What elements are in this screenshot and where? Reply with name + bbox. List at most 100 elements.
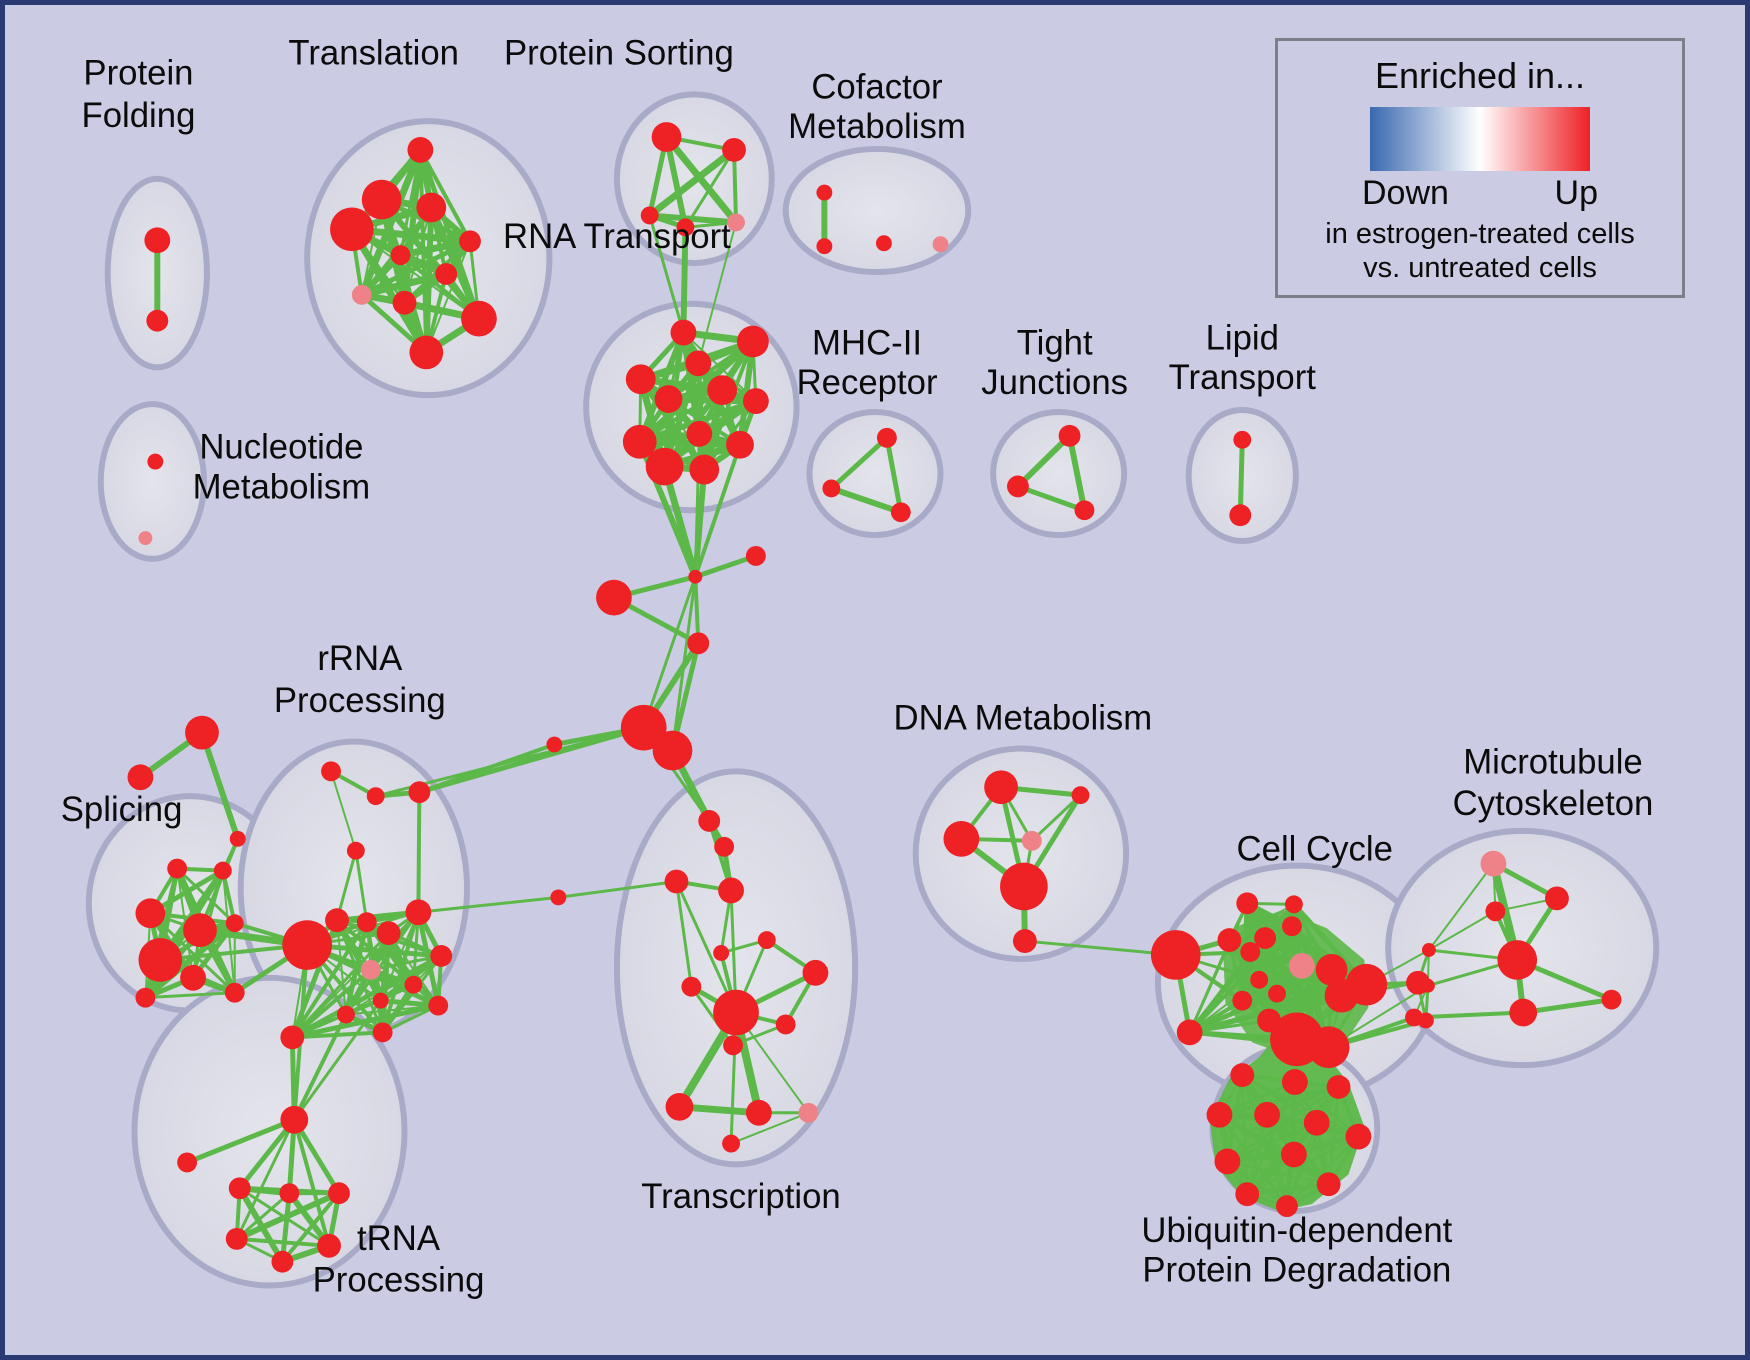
- gene-set-node-nu0: [147, 453, 164, 470]
- edge-ub2-ub10: [1327, 1085, 1341, 1186]
- gene-set-node-tx5: [757, 931, 776, 950]
- legend-up-label: Up: [1554, 174, 1598, 212]
- cluster-label-protein-folding-line1: Protein: [83, 54, 193, 92]
- gene-set-node-ps1: [722, 138, 746, 162]
- edge-ub0-ub10: [1240, 1073, 1331, 1187]
- cluster-label-tight-junctions-line1: Tight: [1017, 324, 1093, 362]
- edge-rr6-rr16: [290, 920, 369, 1040]
- edge-tn3-tn7: [279, 1190, 292, 1265]
- gene-set-node-r7: [686, 420, 713, 447]
- gene-set-node-ub8: [1280, 1141, 1307, 1168]
- gene-set-node-s4: [180, 964, 206, 991]
- edge-ps1-ps4: [732, 147, 739, 225]
- edge-rr8-rr14: [380, 910, 421, 1035]
- edge-r10-c0: [661, 463, 699, 581]
- gene-set-node-cc4: [1288, 952, 1315, 979]
- gene-set-node-ub1: [1281, 1069, 1308, 1095]
- edge-ub6-ub11: [1285, 1135, 1360, 1208]
- legend-down-label: Down: [1362, 174, 1449, 212]
- edge-ub3-ub6: [1218, 1113, 1360, 1138]
- edge-c0-c1: [692, 553, 759, 580]
- gene-set-node-tx9: [775, 1014, 796, 1035]
- gene-set-node-co3: [932, 236, 949, 253]
- gene-set-node-tx2: [664, 869, 689, 894]
- edge-tn0-tn6: [292, 1117, 332, 1248]
- gene-set-node-tx4: [713, 945, 730, 961]
- gene-set-node-dn1: [1071, 786, 1090, 805]
- gene-set-node-tn0: [280, 1105, 309, 1134]
- gene-set-node-cc5: [1315, 953, 1348, 986]
- cluster-ellipse-tight-junctions: [990, 409, 1128, 539]
- legend-gradient-bar: [1370, 107, 1590, 171]
- legend-title: Enriched in...: [1374, 55, 1586, 96]
- cluster-label-rrna-processing-line2: Processing: [274, 682, 446, 720]
- edge-ps0-ps3: [663, 134, 689, 231]
- gene-set-node-tr10: [409, 335, 444, 370]
- cluster-label-protein-folding-line2: Folding: [81, 97, 195, 135]
- edge-rr9-rr10: [369, 954, 443, 972]
- cluster-label-translation-line1: Translation: [288, 35, 459, 73]
- gene-set-node-rr15: [336, 1005, 355, 1024]
- gene-set-node-dn5: [1012, 929, 1037, 953]
- gene-set-node-tx13: [798, 1102, 819, 1123]
- gene-set-node-tx12: [745, 1099, 772, 1126]
- gene-set-node-ub10: [1316, 1172, 1341, 1197]
- edge-tr0-tr4: [418, 147, 472, 244]
- gene-set-node-m1: [822, 479, 841, 498]
- gene-set-node-mc5: [1601, 989, 1622, 1010]
- gene-set-node-ps4: [727, 213, 745, 232]
- gene-set-node-mk2: [1420, 978, 1435, 993]
- gene-set-node-c3: [687, 632, 710, 655]
- gene-set-node-r5: [654, 385, 683, 413]
- cluster-label-rna-transport-line1: RNA Transport: [503, 218, 731, 256]
- legend-caption-line1: in estrogen-treated cells: [1325, 218, 1635, 250]
- gene-set-node-tr7: [351, 284, 372, 305]
- edge-ps4-r2: [697, 221, 738, 365]
- network-canvas: Protein Folding Translation Protein Sorting…: [61, 35, 1660, 1300]
- edge-rr5-rr14: [335, 918, 385, 1034]
- gene-set-node-c1: [745, 545, 766, 566]
- cluster-label-lipid-transport-line2: Transport: [1169, 359, 1317, 397]
- gene-set-node-pf0: [144, 227, 171, 254]
- gene-set-node-c0: [688, 569, 703, 584]
- cluster-label-microtubule-cytoskeleton-line1: Microtubule: [1463, 743, 1643, 781]
- gene-set-node-rr16: [280, 1025, 305, 1050]
- gene-set-node-ps2: [640, 206, 659, 225]
- cluster-label-ubiquitin-degradation-line2: Protein Degradation: [1142, 1252, 1451, 1290]
- gene-set-node-rr2: [408, 781, 431, 804]
- gene-set-node-m0: [876, 427, 897, 448]
- edge-tx2-tx7: [674, 880, 738, 1015]
- edge-rr0-rr3: [330, 770, 357, 852]
- cluster-label-transcription-line1: Transcription: [641, 1178, 840, 1216]
- edge-cc12-cc13: [1188, 1018, 1271, 1034]
- edge-ub9-ub10: [1245, 1182, 1331, 1197]
- cluster-ellipse-cofactor-metabolism: [782, 145, 972, 275]
- labels-layer: Protein Folding Translation Protein Sorting…: [61, 35, 1654, 1300]
- gene-set-node-ccL: [1150, 930, 1201, 980]
- edge-s5-s6: [143, 991, 237, 1000]
- gene-set-node-ub3: [1206, 1101, 1233, 1128]
- gene-set-node-co0: [816, 184, 833, 201]
- edge-ub1-ub3: [1217, 1080, 1297, 1117]
- gene-set-node-mc3: [1497, 940, 1538, 980]
- edge-tj1-tj2: [1015, 483, 1087, 513]
- edge-rr7-rr16: [290, 931, 391, 1039]
- edge-tr4-tr10: [425, 240, 471, 354]
- gene-set-node-tn6: [317, 1233, 341, 1258]
- gene-set-node-tn7: [271, 1250, 294, 1273]
- edge-tn4-tn7: [280, 1191, 341, 1264]
- edge-ps1-ps2: [646, 146, 738, 219]
- gene-set-node-s7: [167, 858, 188, 879]
- gene-set-node-r4: [707, 375, 738, 406]
- gene-set-node-cc2: [1254, 927, 1277, 950]
- edge-c0-c3: [693, 574, 701, 646]
- cluster-ellipse-dna-metabolism: [912, 745, 1130, 962]
- gene-set-node-cc13: [1176, 1019, 1203, 1046]
- gene-set-node-cc17: [1284, 895, 1303, 914]
- gene-set-node-tr5: [390, 245, 411, 266]
- edge-tx2-tx6: [674, 880, 693, 989]
- gene-set-node-tr4: [459, 230, 481, 253]
- gene-set-node-mc2: [1485, 901, 1506, 922]
- edge-mk1-mc2: [1427, 910, 1497, 951]
- edge-ps1-ps3: [683, 148, 736, 229]
